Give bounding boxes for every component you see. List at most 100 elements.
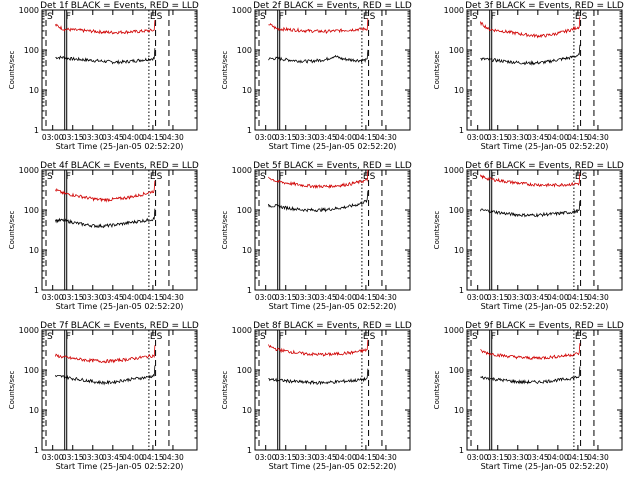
y-tick-label: 10 <box>29 406 39 415</box>
chart-title: Det 3f BLACK = Events, RED = LLD <box>465 1 624 11</box>
x-tick-label: 04:15 <box>567 293 589 302</box>
x-tick-label: 03:15 <box>487 133 509 142</box>
chart-panel-5: Det 5f BLACK = Events, RED = LLD Counts/s… <box>221 161 412 311</box>
y-axis-label: Counts/sec <box>433 371 441 410</box>
event-marker-label: S <box>472 172 478 182</box>
event-marker-label: E <box>575 332 581 342</box>
event-marker-label: F <box>279 332 284 342</box>
y-tick-label: 10 <box>242 246 252 255</box>
event-marker-label: S <box>472 12 478 22</box>
x-tick-label: 03:00 <box>42 453 64 462</box>
event-marker-label: F <box>66 172 71 182</box>
x-tick-label: 04:15 <box>355 453 377 462</box>
plot-frame <box>254 169 411 291</box>
x-tick-label: 04:15 <box>567 133 589 142</box>
x-tick-label: 04:30 <box>375 453 397 462</box>
chart-panel-6: Det 6f BLACK = Events, RED = LLD Counts/s… <box>433 161 624 311</box>
event-marker-label: E <box>150 332 156 342</box>
event-marker-label: E <box>363 172 369 182</box>
x-tick-label: 04:00 <box>122 293 144 302</box>
x-tick-label: 03:30 <box>507 133 529 142</box>
chart-panel-7: Det 7f BLACK = Events, RED = LLD Counts/s… <box>8 321 199 471</box>
y-tick-label: 1000 <box>19 326 39 335</box>
x-tick-label: 03:45 <box>315 293 337 302</box>
x-axis-label: Start Time (25-Jan-05 02:52:20) <box>56 462 184 471</box>
y-tick-label: 1000 <box>19 6 39 15</box>
x-tick-label: 03:30 <box>295 293 317 302</box>
y-tick-label: 1 <box>459 126 464 135</box>
y-tick-label: 100 <box>449 206 464 215</box>
x-tick-label: 03:15 <box>275 133 297 142</box>
plot-frame <box>254 9 411 131</box>
y-tick-label: 1000 <box>232 6 252 15</box>
y-tick-label: 10 <box>29 86 39 95</box>
series-line-events <box>55 208 156 229</box>
y-axis-label: Counts/sec <box>8 211 16 250</box>
y-tick-label: 100 <box>24 366 39 375</box>
event-marker-label: E <box>575 12 581 22</box>
event-marker-label: S <box>47 12 53 22</box>
event-marker-label: S <box>260 332 266 342</box>
x-tick-label: 03:15 <box>62 293 84 302</box>
series-line-events <box>480 44 581 66</box>
y-tick-label: 1000 <box>232 166 252 175</box>
y-tick-label: 1 <box>459 446 464 455</box>
x-axis-label: Start Time (25-Jan-05 02:52:20) <box>269 302 397 311</box>
event-marker-label: E <box>363 12 369 22</box>
x-tick-label: 04:00 <box>335 453 357 462</box>
x-tick-label: 04:30 <box>162 453 184 462</box>
plot-frame <box>254 329 411 451</box>
plot-frame <box>466 169 623 291</box>
series-line-lld <box>55 180 156 203</box>
event-marker-label: S <box>582 332 588 342</box>
event-marker-label: S <box>370 332 376 342</box>
chart-title: Det 5f BLACK = Events, RED = LLD <box>253 161 412 171</box>
x-tick-label: 03:30 <box>82 453 104 462</box>
y-tick-label: 1 <box>247 446 252 455</box>
y-tick-label: 1000 <box>444 166 464 175</box>
event-marker-label: S <box>260 172 266 182</box>
event-marker-label: E <box>150 12 156 22</box>
x-tick-label: 04:30 <box>375 293 397 302</box>
x-tick-label: 04:15 <box>142 453 164 462</box>
x-tick-label: 03:45 <box>102 133 124 142</box>
event-marker-label: F <box>66 332 71 342</box>
x-tick-label: 03:45 <box>315 453 337 462</box>
event-marker-label: S <box>47 332 53 342</box>
x-tick-label: 03:00 <box>467 133 489 142</box>
x-tick-label: 03:45 <box>315 133 337 142</box>
event-marker-label: S <box>370 172 376 182</box>
x-tick-label: 04:00 <box>547 453 569 462</box>
series-line-lld <box>55 20 156 35</box>
series-line-lld <box>480 16 581 39</box>
series-line-lld <box>480 343 581 361</box>
y-tick-label: 1 <box>459 286 464 295</box>
y-tick-label: 10 <box>454 246 464 255</box>
plot-frame <box>41 329 198 451</box>
x-tick-label: 04:00 <box>335 293 357 302</box>
event-marker-label: F <box>279 12 284 22</box>
x-tick-label: 03:30 <box>295 133 317 142</box>
series-line-events <box>480 366 581 385</box>
y-axis-label: Counts/sec <box>221 371 229 410</box>
chart-panel-9: Det 9f BLACK = Events, RED = LLD Counts/s… <box>433 321 624 471</box>
x-tick-label: 03:45 <box>527 293 549 302</box>
x-tick-label: 04:30 <box>587 453 609 462</box>
x-tick-label: 03:30 <box>507 453 529 462</box>
y-tick-label: 1000 <box>19 166 39 175</box>
chart-title: Det 6f BLACK = Events, RED = LLD <box>465 161 624 171</box>
x-tick-label: 03:15 <box>62 133 84 142</box>
event-marker-label: S <box>157 332 163 342</box>
x-axis-label: Start Time (25-Jan-05 02:52:20) <box>481 302 609 311</box>
y-tick-label: 100 <box>24 206 39 215</box>
event-marker-label: F <box>66 12 71 22</box>
series-line-lld <box>268 339 369 357</box>
event-marker-label: S <box>370 12 376 22</box>
x-tick-label: 04:30 <box>587 133 609 142</box>
series-line-lld <box>268 18 369 35</box>
series-line-lld <box>268 169 369 190</box>
chart-panel-3: Det 3f BLACK = Events, RED = LLD Counts/s… <box>433 1 624 151</box>
y-axis-label: Counts/sec <box>8 51 16 90</box>
